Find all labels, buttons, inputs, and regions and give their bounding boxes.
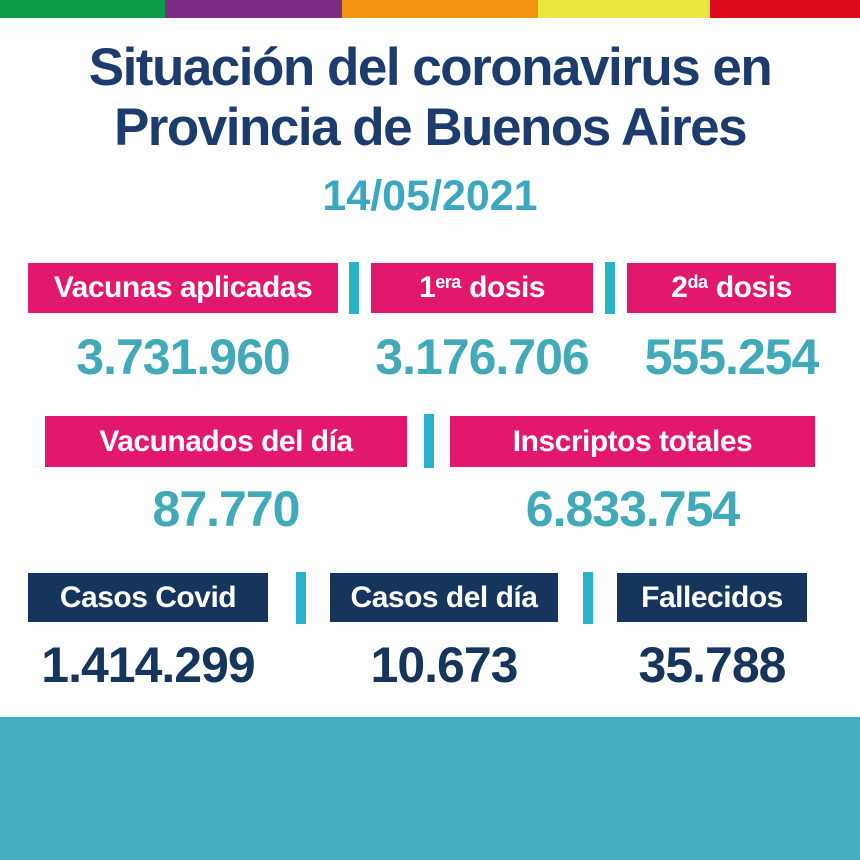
- badge-segunda-dosis: 2 da dosis: [627, 263, 836, 313]
- badge-inscriptos-totales: Inscriptos totales: [450, 416, 815, 467]
- badge-label: Fallecidos: [641, 580, 783, 614]
- report-date: 14/05/2021: [322, 172, 538, 220]
- page-title-line2: Provincia de Buenos Aires: [113, 98, 748, 157]
- badge-label-rest: dosis: [469, 271, 545, 304]
- badge-label: Vacunas aplicadas: [53, 271, 313, 304]
- badge-casos-del-dia: Casos del día: [330, 573, 558, 622]
- badge-label: Inscriptos totales: [512, 424, 753, 458]
- stripe-segment-purple: [165, 0, 342, 18]
- value-inscriptos-totales: 6.833.754: [525, 481, 740, 537]
- badge-label: Casos Covid: [59, 580, 237, 614]
- badge-label: Vacunados del día: [99, 424, 353, 458]
- column-divider: [349, 262, 359, 314]
- stripe-segment-red: [710, 0, 860, 18]
- value-segunda-dosis: 555.254: [644, 329, 820, 385]
- badge-casos-covid: Casos Covid: [28, 573, 268, 622]
- badge-label-prefix: 1: [419, 271, 436, 304]
- value-primera-dosis: 3.176.706: [375, 329, 589, 385]
- column-divider: [424, 414, 434, 468]
- badge-vacunados-del-dia: Vacunados del día: [45, 416, 407, 467]
- page-title: Situación del coronavirus en Provincia d…: [0, 38, 860, 158]
- badge-vacunas-aplicadas: Vacunas aplicadas: [28, 263, 338, 313]
- value-casos-covid: 1.414.299: [41, 637, 255, 693]
- stripe-segment-orange: [342, 0, 538, 18]
- value-casos-del-dia: 10.673: [370, 637, 519, 693]
- page-title-line1: Situación del coronavirus en: [88, 38, 773, 97]
- footer-band: MINISTERIO DE SALUD GOBIERNO DE LA PR: [0, 717, 860, 860]
- value-vacunas-aplicadas: 3.731.960: [76, 329, 290, 385]
- stripe-segment-green: [0, 0, 165, 18]
- column-divider: [605, 262, 615, 314]
- badge-fallecidos: Fallecidos: [617, 573, 807, 622]
- column-divider: [296, 572, 306, 624]
- rainbow-top-stripe: [0, 0, 860, 18]
- badge-label: Casos del día: [350, 580, 538, 614]
- badge-primera-dosis: 1 era dosis: [371, 263, 593, 313]
- value-fallecidos: 35.788: [638, 637, 787, 693]
- badge-label-prefix: 2: [671, 271, 688, 304]
- badge-label-rest: dosis: [715, 271, 792, 304]
- value-vacunados-del-dia: 87.770: [152, 481, 301, 537]
- stripe-segment-yellow: [538, 0, 710, 18]
- column-divider: [583, 572, 593, 624]
